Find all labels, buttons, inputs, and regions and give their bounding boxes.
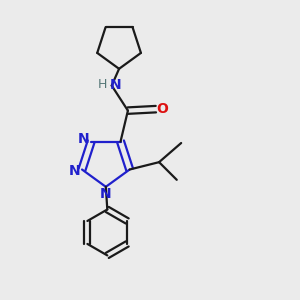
Text: O: O — [156, 102, 168, 116]
Text: N: N — [78, 132, 89, 146]
Text: N: N — [69, 164, 80, 178]
Text: N: N — [100, 187, 112, 201]
Text: H: H — [98, 78, 108, 91]
Text: N: N — [110, 78, 121, 92]
